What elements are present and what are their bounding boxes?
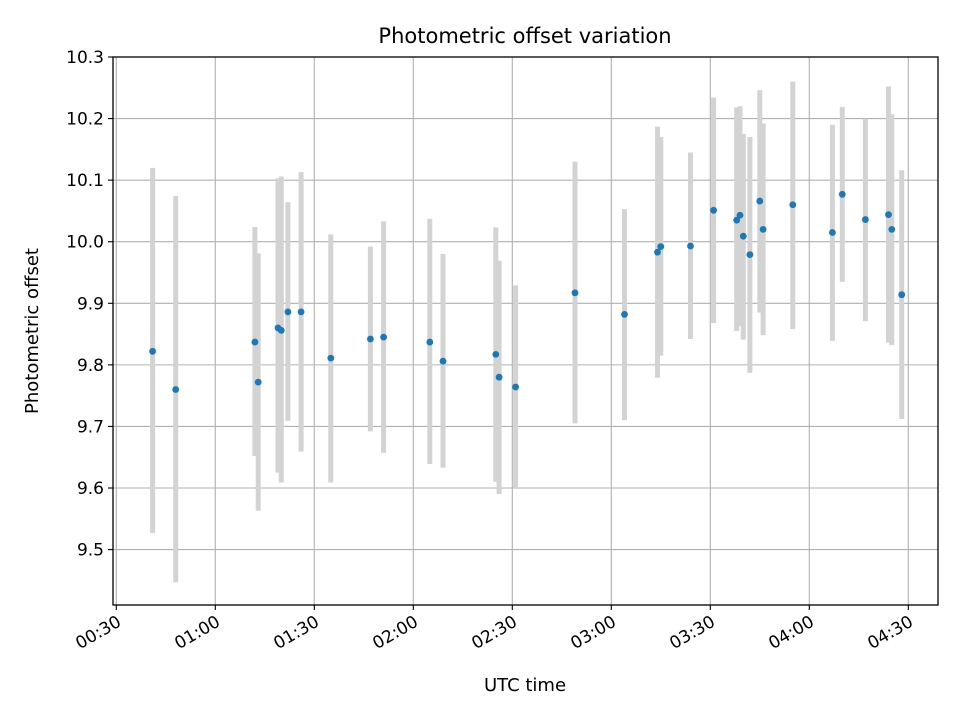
data-point [888,226,896,233]
x-axis-label: UTC time [484,675,566,696]
data-point [297,308,305,316]
y-tick-label: 9.6 [77,479,104,499]
data-point [492,350,500,358]
data-point [829,229,836,236]
data-point [277,326,285,334]
plot-area [113,57,938,605]
data-point [756,197,764,205]
data-point [654,248,661,256]
data-point [327,354,335,362]
data-point [426,338,434,346]
data-point [885,211,892,219]
y-tick-label: 9.8 [77,356,104,376]
y-tick-label: 10.0 [66,233,104,253]
data-point [789,201,797,209]
y-tick-label: 9.7 [77,417,104,437]
data-point [733,216,741,224]
plot-frame [112,56,939,606]
y-tick-label: 10.1 [66,171,104,191]
data-point [621,310,628,318]
data-point [149,347,157,355]
y-tick-label: 9.9 [77,294,104,314]
data-point [759,226,767,233]
y-tick-label: 10.3 [66,48,104,68]
data-point [284,308,292,316]
chart-title: Photometric offset variation [378,24,671,48]
data-point [251,338,259,346]
data-point [439,357,447,365]
y-axis-label: Photometric offset [22,248,43,414]
data-point [380,333,387,341]
data-point [746,251,754,259]
grid [113,56,938,605]
y-axis-ticks: 9.5 9.6 9.7 9.8 9.9 10.0 10.1 10.2 10.3 [66,48,113,561]
data-point [657,243,665,251]
data-point [838,190,846,198]
data-point [687,242,694,250]
data-point [710,206,717,214]
data-point [172,386,180,393]
data-point [367,335,374,343]
data-point [512,383,519,391]
data-points [149,190,906,393]
data-point [739,232,747,240]
y-tick-label: 10.2 [66,110,104,130]
y-tick-label: 9.5 [77,541,104,561]
data-point [571,289,579,297]
data-point [495,373,503,381]
data-point [254,378,262,386]
data-point [862,216,869,223]
data-point [898,291,906,299]
data-point [736,211,744,219]
